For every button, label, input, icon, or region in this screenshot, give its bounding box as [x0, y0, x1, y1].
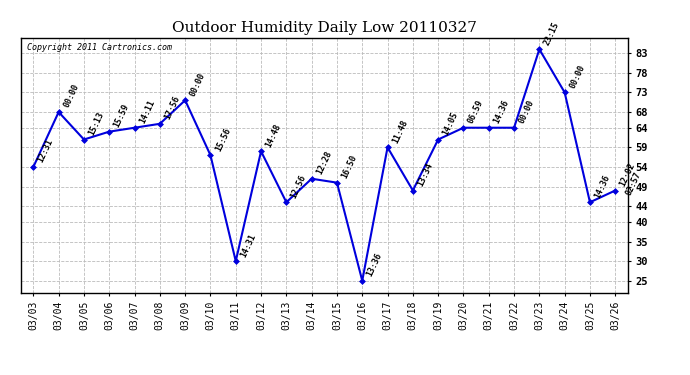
Text: 06:59: 06:59 — [466, 99, 485, 125]
Text: 00:00: 00:00 — [61, 83, 81, 110]
Text: 14:05: 14:05 — [441, 110, 460, 137]
Text: 23:15: 23:15 — [542, 20, 561, 46]
Text: 14:36: 14:36 — [593, 173, 612, 200]
Title: Outdoor Humidity Daily Low 20110327: Outdoor Humidity Daily Low 20110327 — [172, 21, 477, 35]
Text: 14:48: 14:48 — [264, 122, 283, 148]
Text: 12:56: 12:56 — [289, 173, 308, 200]
Text: 13:36: 13:36 — [365, 252, 384, 278]
Text: 14:11: 14:11 — [137, 99, 157, 125]
Text: 12:31: 12:31 — [37, 138, 55, 164]
Text: 14:36: 14:36 — [492, 99, 511, 125]
Text: 12:02: 12:02 — [618, 161, 637, 188]
Text: 12:28: 12:28 — [315, 150, 333, 176]
Text: 14:31: 14:31 — [239, 232, 257, 258]
Text: 16:50: 16:50 — [340, 153, 359, 180]
Text: 02:57: 02:57 — [624, 170, 643, 196]
Text: 00:00: 00:00 — [568, 63, 586, 90]
Text: 11:48: 11:48 — [391, 118, 409, 145]
Text: 00:00: 00:00 — [517, 99, 536, 125]
Text: 15:13: 15:13 — [87, 110, 106, 137]
Text: Copyright 2011 Cartronics.com: Copyright 2011 Cartronics.com — [27, 43, 172, 52]
Text: 00:00: 00:00 — [188, 71, 207, 98]
Text: 15:56: 15:56 — [213, 126, 233, 153]
Text: 15:59: 15:59 — [112, 102, 131, 129]
Text: 17:56: 17:56 — [163, 94, 181, 121]
Text: 13:34: 13:34 — [416, 161, 435, 188]
